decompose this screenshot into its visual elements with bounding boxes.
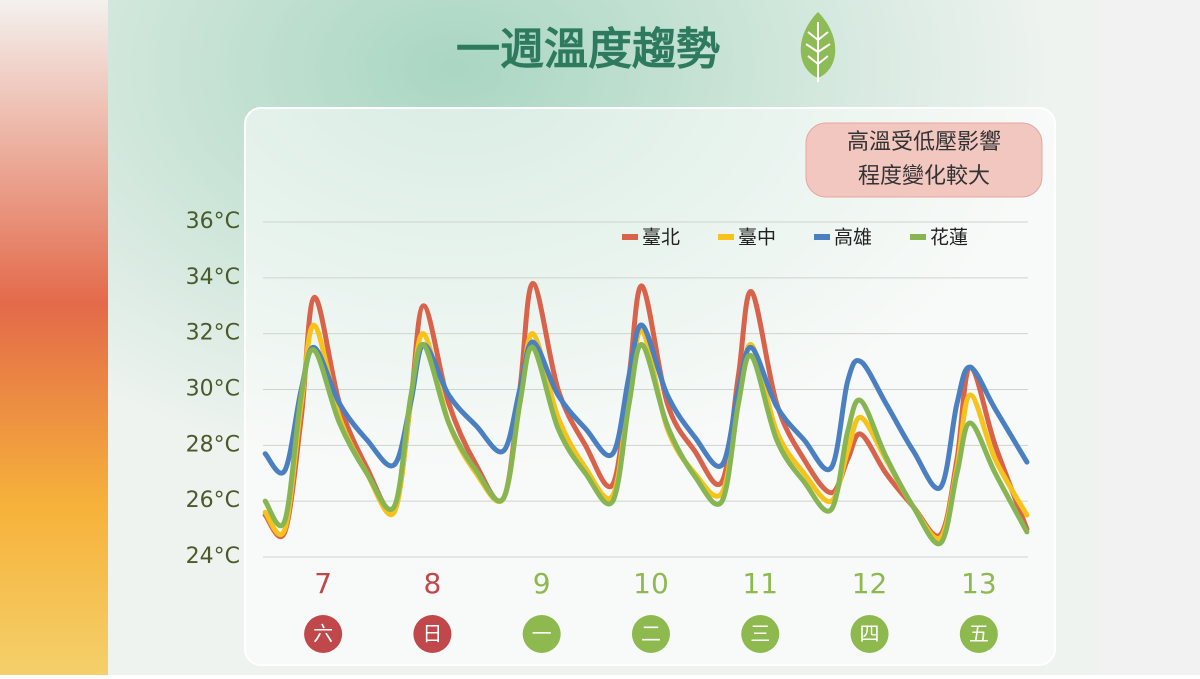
chart-title: 一週溫度趨勢 [456,24,720,75]
x-tick-label: 11 [742,567,778,600]
weekday-badge [850,615,889,653]
legend-label: 臺北 [642,227,680,249]
y-tick-label: 32°C [186,321,240,346]
y-tick-label: 24°C [186,544,240,569]
weekday-label: 四 [860,622,880,646]
x-tick-label: 10 [633,567,669,600]
legend-label: 臺中 [738,227,776,249]
weekday-label: 一 [532,622,552,646]
weekday-badge [959,615,998,653]
x-tick-label: 13 [961,567,997,600]
weekday-label: 三 [750,622,770,646]
leaf-icon [800,12,836,82]
weekday-badge [522,615,561,653]
x-tick-label: 7 [314,567,332,600]
y-tick-label: 34°C [186,265,240,290]
side-photo [1100,0,1200,675]
weekday-badge [631,615,670,653]
annotation: 程度變化較大 [858,164,990,189]
y-tick-label: 26°C [186,488,240,513]
weekday-label: 二 [641,622,661,646]
series-line [262,322,1030,491]
x-tick-label: 9 [533,567,551,600]
weekday-badge [304,615,343,653]
y-tick-label: 36°C [186,209,240,234]
x-tick-label: 12 [852,567,888,600]
weekday-label: 五 [969,622,989,646]
legend-label: 高雄 [834,227,872,249]
weekday-badge [413,615,452,653]
y-tick-label: 28°C [186,432,240,457]
side-photo [0,0,108,675]
legend-label: 花蓮 [930,227,968,249]
x-tick-label: 8 [423,567,441,600]
weekday-label: 日 [422,622,442,646]
annotation-badge [805,122,1043,198]
weekday-badge [741,615,780,653]
weekday-label: 六 [313,622,333,646]
y-tick-label: 30°C [186,377,240,402]
series-line [262,342,1030,547]
annotation: 高溫受低壓影響 [847,130,1001,155]
panel [244,107,1056,666]
